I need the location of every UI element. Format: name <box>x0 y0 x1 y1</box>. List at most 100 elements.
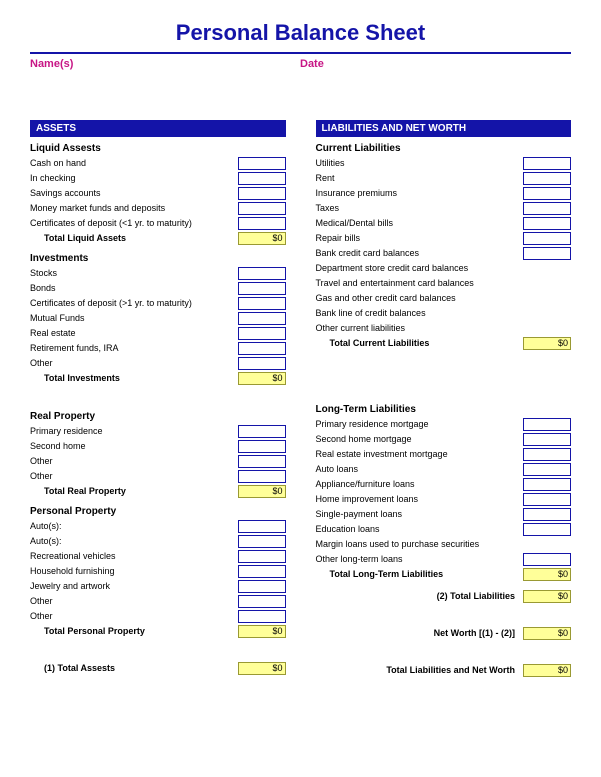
value-cell[interactable] <box>523 232 571 245</box>
value-cell <box>523 262 571 275</box>
value-cell[interactable] <box>238 470 286 483</box>
line-item: Recreational vehicles <box>30 549 286 563</box>
group-title: Real Property <box>30 411 286 422</box>
item-label: Medical/Dental bills <box>316 218 524 228</box>
value-cell[interactable] <box>238 425 286 438</box>
value-cell[interactable] <box>523 433 571 446</box>
value-cell[interactable] <box>523 478 571 491</box>
date-label: Date <box>300 58 324 70</box>
line-item: Other <box>30 469 286 483</box>
value-cell[interactable] <box>238 327 286 340</box>
item-label: Certificates of deposit (<1 yr. to matur… <box>30 218 238 228</box>
item-label: Jewelry and artwork <box>30 581 238 591</box>
line-item: Margin loans used to purchase securities <box>316 537 572 551</box>
value-cell[interactable] <box>238 217 286 230</box>
line-item: Certificates of deposit (<1 yr. to matur… <box>30 216 286 230</box>
value-cell[interactable] <box>238 565 286 578</box>
value-cell[interactable] <box>238 267 286 280</box>
item-label: Real estate <box>30 328 238 338</box>
item-label: Utilities <box>316 158 524 168</box>
line-item: Other long-term loans <box>316 552 572 566</box>
total-cell: $0 <box>523 568 571 581</box>
line-item: Taxes <box>316 201 572 215</box>
value-cell[interactable] <box>238 520 286 533</box>
value-cell[interactable] <box>238 550 286 563</box>
line-item: Other <box>30 609 286 623</box>
value-cell[interactable] <box>238 595 286 608</box>
line-item: Home improvement loans <box>316 492 572 506</box>
value-cell[interactable] <box>238 297 286 310</box>
summary-cell: $0 <box>523 664 571 677</box>
summary-label: (2) Total Liabilities <box>316 591 524 601</box>
value-cell[interactable] <box>523 508 571 521</box>
value-cell[interactable] <box>238 282 286 295</box>
value-cell[interactable] <box>238 312 286 325</box>
item-label: Rent <box>316 173 524 183</box>
item-label: Second home mortgage <box>316 434 524 444</box>
item-label: Certificates of deposit (>1 yr. to matur… <box>30 298 238 308</box>
value-cell[interactable] <box>523 493 571 506</box>
value-cell[interactable] <box>238 342 286 355</box>
total-row: Total Liquid Assets$0 <box>30 231 286 245</box>
item-label: Gas and other credit card balances <box>316 293 524 303</box>
value-cell[interactable] <box>523 217 571 230</box>
line-item: Utilities <box>316 156 572 170</box>
line-item: Other <box>30 356 286 370</box>
summary-label: Net Worth [(1) - (2)] <box>316 628 524 638</box>
value-cell[interactable] <box>523 202 571 215</box>
value-cell[interactable] <box>523 187 571 200</box>
line-item: Savings accounts <box>30 186 286 200</box>
value-cell[interactable] <box>523 172 571 185</box>
item-label: Money market funds and deposits <box>30 203 238 213</box>
value-cell[interactable] <box>238 440 286 453</box>
total-label: Total Current Liabilities <box>316 338 524 348</box>
line-item: In checking <box>30 171 286 185</box>
line-item: Bank line of credit balances <box>316 306 572 320</box>
item-label: Recreational vehicles <box>30 551 238 561</box>
value-cell[interactable] <box>523 448 571 461</box>
value-cell[interactable] <box>238 357 286 370</box>
value-cell[interactable] <box>523 418 571 431</box>
item-label: Savings accounts <box>30 188 238 198</box>
value-cell[interactable] <box>523 247 571 260</box>
value-cell[interactable] <box>238 202 286 215</box>
summary-row: (2) Total Liabilities$0 <box>316 589 572 603</box>
value-cell[interactable] <box>238 455 286 468</box>
total-label: Total Real Property <box>30 486 238 496</box>
value-cell[interactable] <box>238 187 286 200</box>
item-label: Single-payment loans <box>316 509 524 519</box>
total-label: Total Investments <box>30 373 238 383</box>
item-label: Appliance/furniture loans <box>316 479 524 489</box>
names-label: Name(s) <box>30 58 300 70</box>
line-item: Other current liabilities <box>316 321 572 335</box>
line-item: Auto loans <box>316 462 572 476</box>
line-item: Bank credit card balances <box>316 246 572 260</box>
line-item: Primary residence <box>30 424 286 438</box>
value-cell[interactable] <box>523 523 571 536</box>
value-cell[interactable] <box>238 580 286 593</box>
summary-cell: $0 <box>523 590 571 603</box>
line-item: Second home <box>30 439 286 453</box>
total-row: Total Investments$0 <box>30 371 286 385</box>
value-cell[interactable] <box>238 535 286 548</box>
value-cell[interactable] <box>238 157 286 170</box>
line-item: Mutual Funds <box>30 311 286 325</box>
total-cell: $0 <box>523 337 571 350</box>
value-cell[interactable] <box>523 553 571 566</box>
line-item: Department store credit card balances <box>316 261 572 275</box>
line-item: Single-payment loans <box>316 507 572 521</box>
total-row: Total Current Liabilities$0 <box>316 336 572 350</box>
current-liabilities-group: Current Liabilities Utilities Rent Insur… <box>316 143 572 350</box>
line-item: Stocks <box>30 266 286 280</box>
item-label: Real estate investment mortgage <box>316 449 524 459</box>
summary-row: Net Worth [(1) - (2)]$0 <box>316 626 572 640</box>
item-label: Other <box>30 596 238 606</box>
value-cell[interactable] <box>238 610 286 623</box>
value-cell[interactable] <box>523 157 571 170</box>
item-label: Auto(s): <box>30 536 238 546</box>
line-item: Jewelry and artwork <box>30 579 286 593</box>
value-cell[interactable] <box>523 463 571 476</box>
line-item: Primary residence mortgage <box>316 417 572 431</box>
value-cell[interactable] <box>238 172 286 185</box>
group-title: Long-Term Liabilities <box>316 404 572 415</box>
